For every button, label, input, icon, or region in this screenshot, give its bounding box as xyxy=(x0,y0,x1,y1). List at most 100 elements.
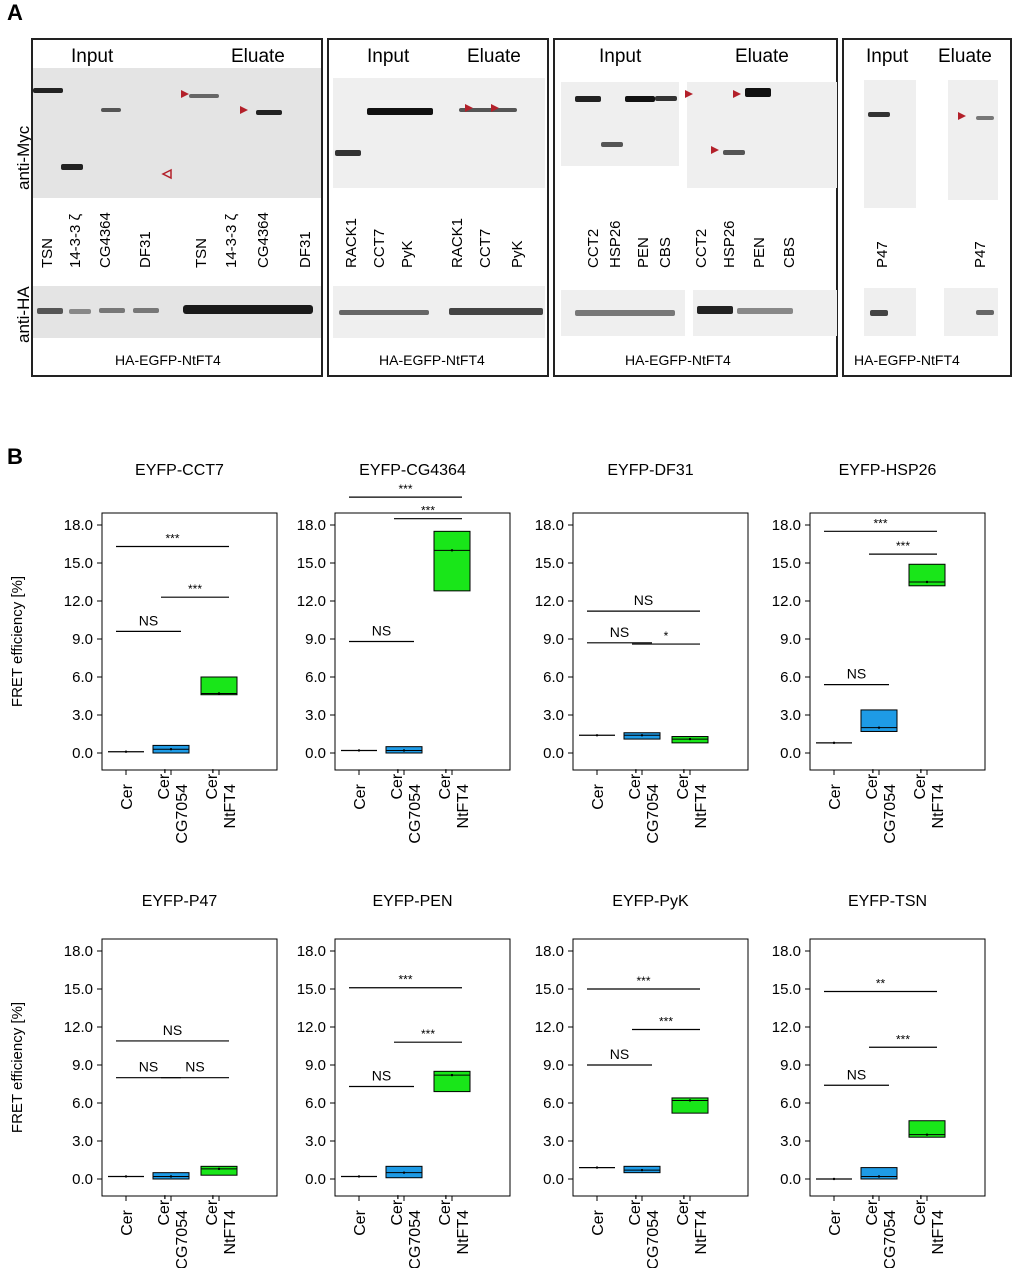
significance-label: *** xyxy=(636,974,650,988)
y-tick-label: 9.0 xyxy=(72,1057,93,1074)
plot-frame xyxy=(809,938,986,1197)
chart-title: EYFP-DF31 xyxy=(607,462,693,479)
data-point xyxy=(640,1168,644,1172)
blot-4: Input Eluate P47 P47 HA-EGFP-NtFT4 xyxy=(842,38,1012,377)
blot-1-myc-image xyxy=(33,68,321,198)
box xyxy=(200,676,238,696)
y-tick-label: 12.0 xyxy=(297,593,326,610)
x-tick-label: Cer-CG7054 xyxy=(864,1194,899,1268)
y-tick-label: 0.0 xyxy=(780,1171,801,1188)
y-tick-label: 9.0 xyxy=(780,631,801,648)
x-tick-label: Cer-CG7054 xyxy=(627,768,662,843)
blot-3-ha-image xyxy=(561,290,837,336)
y-tick-label: 12.0 xyxy=(535,1019,564,1036)
significance-label: *** xyxy=(896,539,910,553)
significance-label: *** xyxy=(421,1027,435,1041)
y-tick-label: 18.0 xyxy=(297,517,326,534)
significance-label: NS xyxy=(610,624,629,640)
y-tick-label: 0.0 xyxy=(780,745,801,762)
y-tick-label: 9.0 xyxy=(780,1057,801,1074)
y-tick-label: 6.0 xyxy=(305,669,326,686)
x-tick-label: Cer-CG7054 xyxy=(864,768,899,843)
y-tick-label: 15.0 xyxy=(297,981,326,998)
chart-title: EYFP-CG4364 xyxy=(359,462,466,479)
data-point xyxy=(124,750,128,753)
y-axis-label: FRET efficiency [%] xyxy=(9,1002,26,1133)
x-tick-label: Cer xyxy=(119,783,136,809)
blot-3-eluate-header: Eluate xyxy=(735,46,789,67)
y-tick-label: 15.0 xyxy=(772,555,801,572)
data-point xyxy=(124,1175,128,1178)
box xyxy=(860,1167,898,1180)
chart-title: EYFP-HSP26 xyxy=(839,462,937,479)
y-tick-label: 9.0 xyxy=(543,1057,564,1074)
y-tick-label: 0.0 xyxy=(543,745,564,762)
blot-3-caption: HA-EGFP-NtFT4 xyxy=(625,352,731,368)
blot-1-eluate-header: Eluate xyxy=(231,46,285,67)
y-tick-label: 9.0 xyxy=(305,631,326,648)
chart-eyfp-p47: EYFP-P47 0.0 3.0 6.0 9.0 12.0 15.0 18.0 FRET eff… xyxy=(9,893,278,1268)
y-tick-label: 3.0 xyxy=(543,707,564,724)
blot-1-ha-image xyxy=(33,286,321,338)
blot-2-myc-image xyxy=(333,78,545,188)
plot-frame xyxy=(101,512,278,771)
x-tick-label: Cer-NtFT4 xyxy=(675,768,710,828)
y-tick-label: 12.0 xyxy=(64,593,93,610)
y-tick-label: 15.0 xyxy=(64,555,93,572)
x-tick-label: Cer-CG7054 xyxy=(156,1194,191,1268)
significance-label: * xyxy=(664,629,669,643)
chart-eyfp-pen: EYFP-PEN 0.0 3.0 6.0 9.0 12.0 15.0 18.0 Cer Cer-C… xyxy=(297,893,511,1268)
chart-eyfp-tsn: EYFP-TSN 0.0 3.0 6.0 9.0 12.0 15.0 18.0 Cer Cer-C… xyxy=(772,893,986,1268)
x-tick-label: Cer-NtFT4 xyxy=(437,1194,472,1254)
plot-frame xyxy=(334,938,511,1197)
y-tick-label: 3.0 xyxy=(305,707,326,724)
x-tick-label: Cer-NtFT4 xyxy=(912,768,947,828)
y-tick-label: 12.0 xyxy=(297,1019,326,1036)
data-point xyxy=(925,1133,929,1136)
y-tick-label: 6.0 xyxy=(72,1095,93,1112)
significance-label: NS xyxy=(610,1046,629,1062)
data-point xyxy=(640,734,644,737)
blot-4-eluate-header: Eluate xyxy=(938,46,992,67)
blot-3-myc-image xyxy=(561,82,837,188)
x-tick-label: Cer-NtFT4 xyxy=(204,1194,239,1254)
blot-3-input-header: Input xyxy=(599,46,642,67)
y-tick-label: 18.0 xyxy=(64,517,93,534)
y-tick-label: 0.0 xyxy=(543,1171,564,1188)
chart-title: EYFP-PEN xyxy=(372,893,452,910)
data-point xyxy=(450,1073,454,1077)
y-tick-label: 3.0 xyxy=(780,707,801,724)
data-point xyxy=(217,1167,221,1171)
data-point xyxy=(595,734,599,737)
blot-3: Input Eluate CCT2 HSP26 PEN CBS CCT2 HSP… xyxy=(553,38,838,377)
chart-eyfp-pyk: EYFP-PyK 0.0 3.0 6.0 9.0 12.0 15.0 18.0 Cer Cer-C… xyxy=(535,893,749,1268)
x-tick-label: Cer xyxy=(590,783,607,809)
box xyxy=(671,1097,709,1114)
significance-label: NS xyxy=(185,1059,204,1075)
x-tick-label: Cer xyxy=(352,783,369,809)
y-tick-label: 9.0 xyxy=(305,1057,326,1074)
y-tick-label: 15.0 xyxy=(535,981,564,998)
y-tick-label: 12.0 xyxy=(535,593,564,610)
y-tick-label: 6.0 xyxy=(543,1095,564,1112)
data-point xyxy=(595,1166,599,1169)
y-tick-label: 12.0 xyxy=(772,593,801,610)
blot-2-eluate-header: Eluate xyxy=(467,46,521,67)
x-tick-label: Cer-NtFT4 xyxy=(675,1194,710,1254)
y-tick-label: 15.0 xyxy=(535,555,564,572)
x-tick-label: Cer-NtFT4 xyxy=(912,1194,947,1254)
y-tick-label: 18.0 xyxy=(772,517,801,534)
blot-4-ha-image xyxy=(864,288,998,336)
data-point xyxy=(688,1099,692,1102)
box xyxy=(433,530,471,592)
data-point xyxy=(877,1175,881,1178)
significance-label: NS xyxy=(372,623,391,639)
x-tick-label: Cer xyxy=(119,1209,136,1235)
significance-label: *** xyxy=(659,1015,673,1029)
data-point xyxy=(357,1175,361,1178)
significance-label: NS xyxy=(372,1068,391,1084)
x-tick-label: Cer xyxy=(827,1209,844,1235)
chart-title: EYFP-P47 xyxy=(142,893,218,910)
significance-label: *** xyxy=(165,532,179,546)
blot-1: Input Eluate TSN 14-3-3 ζ CG4364 DF31 TS… xyxy=(31,38,323,377)
